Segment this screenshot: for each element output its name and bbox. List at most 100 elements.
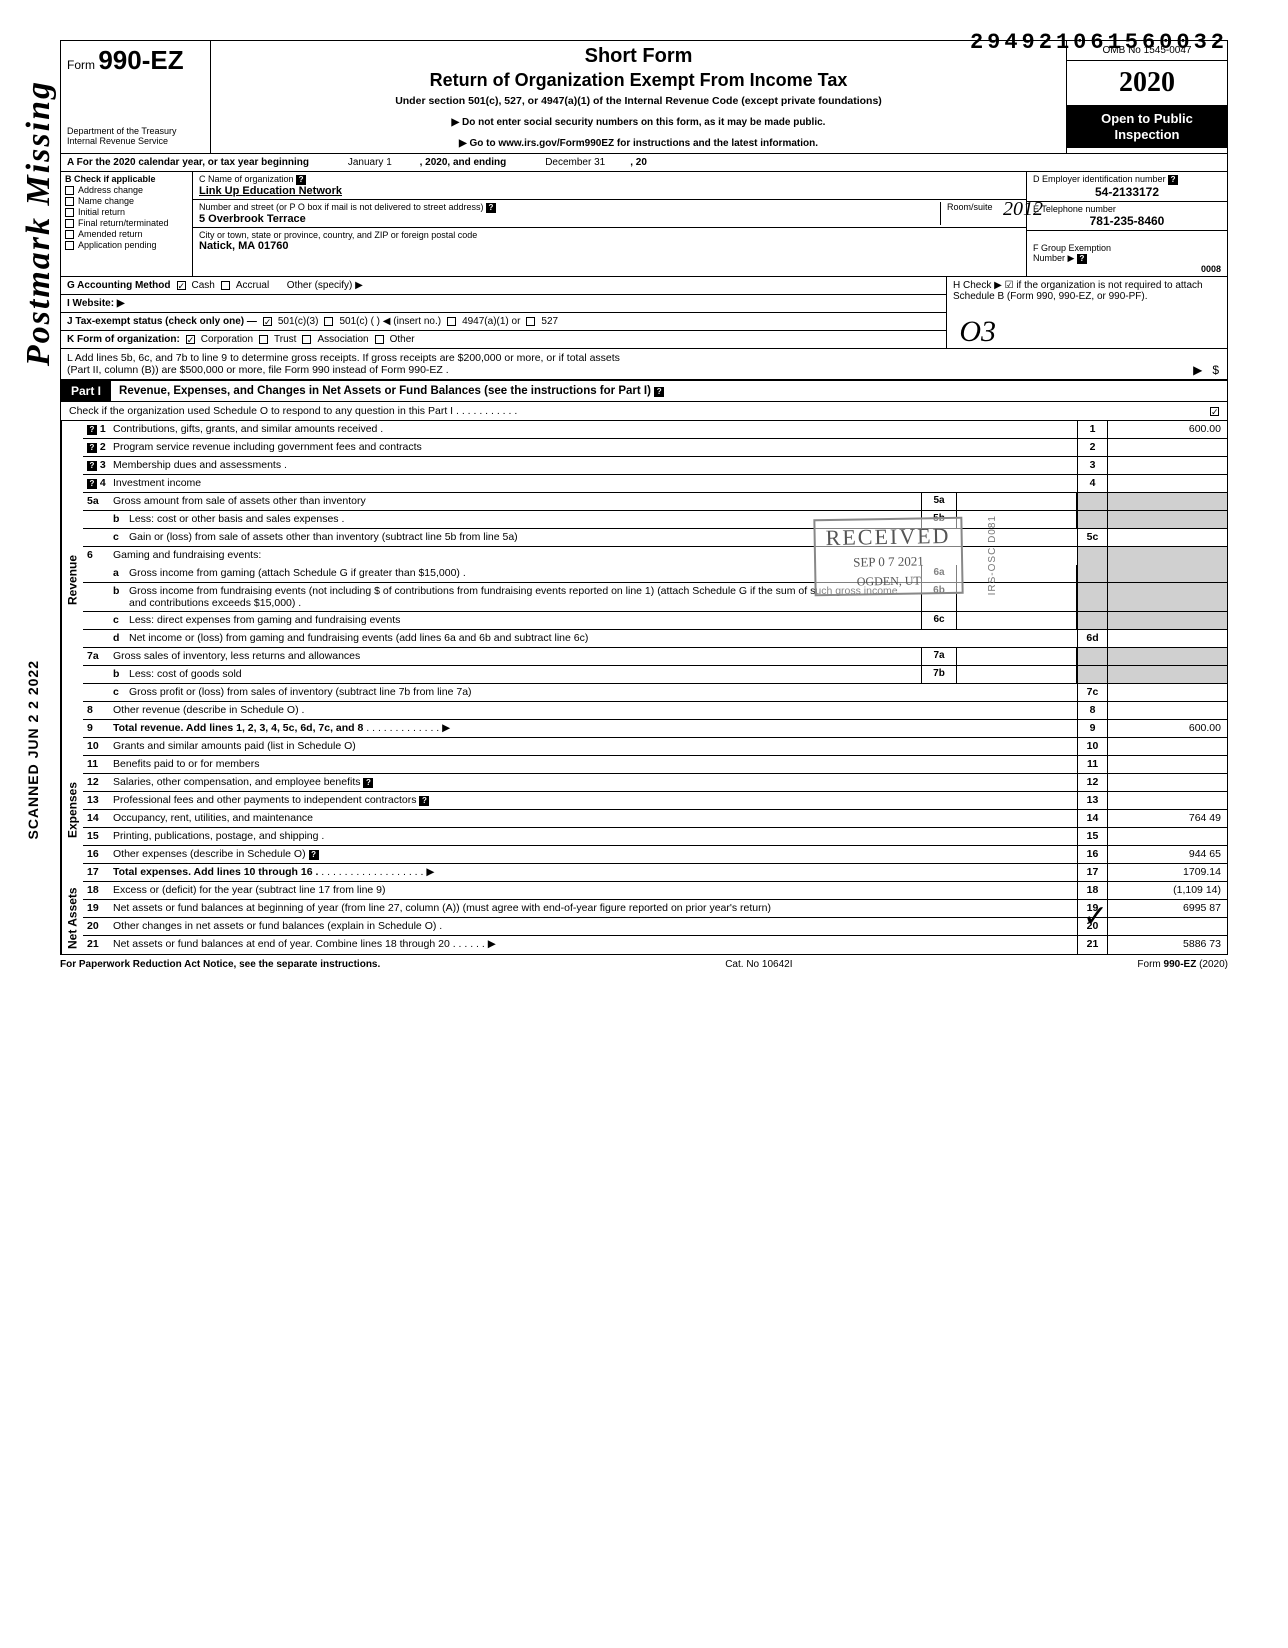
l-note: L Add lines 5b, 6c, and 7b to line 9 to … <box>61 349 1077 379</box>
line-21-val: 5886 73 <box>1107 936 1227 954</box>
line-15: Printing, publications, postage, and shi… <box>113 828 1077 845</box>
chk-address[interactable] <box>65 186 74 195</box>
c-addr-label: Number and street (or P O box if mail is… <box>199 202 483 212</box>
line-18: Excess or (deficit) for the year (subtra… <box>113 882 1077 899</box>
chk-501c3[interactable] <box>263 317 272 326</box>
line-2: Program service revenue including govern… <box>113 439 1077 456</box>
chk-501c[interactable] <box>324 317 333 326</box>
line-a-end-month: December 31 <box>545 157 605 168</box>
line-a: A For the 2020 calendar year, or tax yea… <box>61 154 1227 171</box>
handwritten-initial: ✓ <box>1083 899 1108 934</box>
chk-final-label: Final return/terminated <box>78 218 169 228</box>
e-label: E Telephone number <box>1033 204 1116 214</box>
chk-initial[interactable] <box>65 208 74 217</box>
section-def: D Employer identification number ? 54-21… <box>1027 172 1227 276</box>
ein-value: 54-2133172 <box>1033 185 1221 199</box>
chk-other[interactable] <box>375 335 384 344</box>
g-label: G Accounting Method <box>67 280 171 291</box>
tax-year: 2020 <box>1067 61 1227 105</box>
line-10: Grants and similar amounts paid (list in… <box>113 738 1077 755</box>
line-5b: Less: cost or other basis and sales expe… <box>129 511 921 528</box>
chk-trust[interactable] <box>259 335 268 344</box>
line-19: Net assets or fund balances at beginning… <box>113 900 1077 917</box>
chk-final[interactable] <box>65 219 74 228</box>
help-icon: ? <box>654 387 664 397</box>
line-6d: Net income or (loss) from gaming and fun… <box>129 630 1077 647</box>
chk-corp[interactable] <box>186 335 195 344</box>
line-a-prefix: A For the 2020 calendar year, or tax yea… <box>67 157 309 168</box>
group-exemption: 0008 <box>1201 264 1221 274</box>
help-icon: ? <box>486 203 496 213</box>
note2: ▶ Go to www.irs.gov/Form990EZ for instru… <box>221 138 1056 149</box>
chk-name[interactable] <box>65 197 74 206</box>
line-6c: Less: direct expenses from gaming and fu… <box>129 612 921 629</box>
line-1: Contributions, gifts, grants, and simila… <box>113 421 1077 438</box>
line-17-val: 1709.14 <box>1107 864 1227 881</box>
chk-assoc[interactable] <box>302 335 311 344</box>
chk-accrual[interactable] <box>221 281 230 290</box>
line-7a: Gross sales of inventory, less returns a… <box>113 648 921 665</box>
footer-right: Form 990-EZ (2020) <box>1137 959 1228 970</box>
lbl-cash: Cash <box>192 280 215 291</box>
b-label: B Check if applicable <box>65 174 188 184</box>
footer-left: For Paperwork Reduction Act Notice, see … <box>60 959 380 970</box>
line-1-val: 600.00 <box>1107 421 1227 438</box>
line-19-val: 6995 87 <box>1107 900 1227 917</box>
chk-4947[interactable] <box>447 317 456 326</box>
header-mid: Short Form Return of Organization Exempt… <box>211 41 1067 153</box>
short-form-title: Short Form <box>221 45 1056 68</box>
dept-label: Department of the Treasury Internal Reve… <box>67 126 204 146</box>
line-13: Professional fees and other payments to … <box>113 794 417 806</box>
handwritten-year: 2012 <box>1003 198 1043 221</box>
lbl-trust: Trust <box>274 334 296 345</box>
chk-amended[interactable] <box>65 230 74 239</box>
document-number: 294921061560032 <box>970 30 1228 55</box>
line-5a: Gross amount from sale of assets other t… <box>113 493 921 510</box>
chk-pending[interactable] <box>65 241 74 250</box>
line-11: Benefits paid to or for members <box>113 756 1077 773</box>
lbl-corp: Corporation <box>201 334 253 345</box>
part1-schedule-o-check[interactable] <box>1210 407 1219 416</box>
lbl-527: 527 <box>541 316 558 327</box>
chk-name-label: Name change <box>78 196 134 206</box>
c-city-label: City or town, state or province, country… <box>199 230 477 240</box>
line-a-begin: January 1 <box>348 157 392 168</box>
line-6a: Gross income from gaming (attach Schedul… <box>129 565 921 582</box>
line-12: Salaries, other compensation, and employ… <box>113 776 360 788</box>
d-label: D Employer identification number <box>1033 174 1166 184</box>
org-city: Natick, MA 01760 <box>199 240 288 252</box>
expenses-side-label: Expenses <box>61 738 83 882</box>
revenue-side-label: Revenue <box>61 421 83 738</box>
form-number: 990-EZ <box>98 45 183 75</box>
chk-pending-label: Application pending <box>78 240 157 250</box>
line-6: Gaming and fundraising events: <box>113 547 1077 565</box>
lbl-4947: 4947(a)(1) or <box>462 316 520 327</box>
section-c: C Name of organization ? Link Up Educati… <box>193 172 1027 276</box>
form-prefix: Form <box>67 58 95 72</box>
line-8: Other revenue (describe in Schedule O) . <box>113 702 1077 719</box>
line-6b: Gross income from fundraising events (no… <box>129 583 921 611</box>
phone-value: 781-235-8460 <box>1033 214 1221 228</box>
form-subtitle: Under section 501(c), 527, or 4947(a)(1)… <box>221 95 1056 107</box>
help-icon: ? <box>1168 175 1178 185</box>
help-icon: ? <box>296 175 306 185</box>
handwritten-o3: O3 <box>959 315 996 349</box>
c-name-label: C Name of organization <box>199 174 294 184</box>
chk-cash[interactable] <box>177 281 186 290</box>
part1-label: Part I <box>61 381 111 401</box>
line-3: Membership dues and assessments . <box>113 457 1077 474</box>
line-14: Occupancy, rent, utilities, and maintena… <box>113 810 1077 827</box>
line-17: Total expenses. Add lines 10 through 16 … <box>113 866 318 878</box>
lbl-other: Other (specify) ▶ <box>287 280 363 291</box>
footer-mid: Cat. No 10642I <box>725 959 792 970</box>
line-16-val: 944 65 <box>1107 846 1227 863</box>
chk-527[interactable] <box>526 317 535 326</box>
lbl-kother: Other <box>390 334 415 345</box>
room-label: Room/suite <box>947 202 993 212</box>
open-public: Open to Public Inspection <box>1067 105 1227 148</box>
header-left: Form 990-EZ Department of the Treasury I… <box>61 41 211 153</box>
scanned-label: SCANNED JUN 2 2 2022 <box>25 660 41 840</box>
line-5c: Gain or (loss) from sale of assets other… <box>129 529 1077 546</box>
part1-title: Revenue, Expenses, and Changes in Net As… <box>111 382 672 400</box>
lbl-accrual: Accrual <box>236 280 269 291</box>
